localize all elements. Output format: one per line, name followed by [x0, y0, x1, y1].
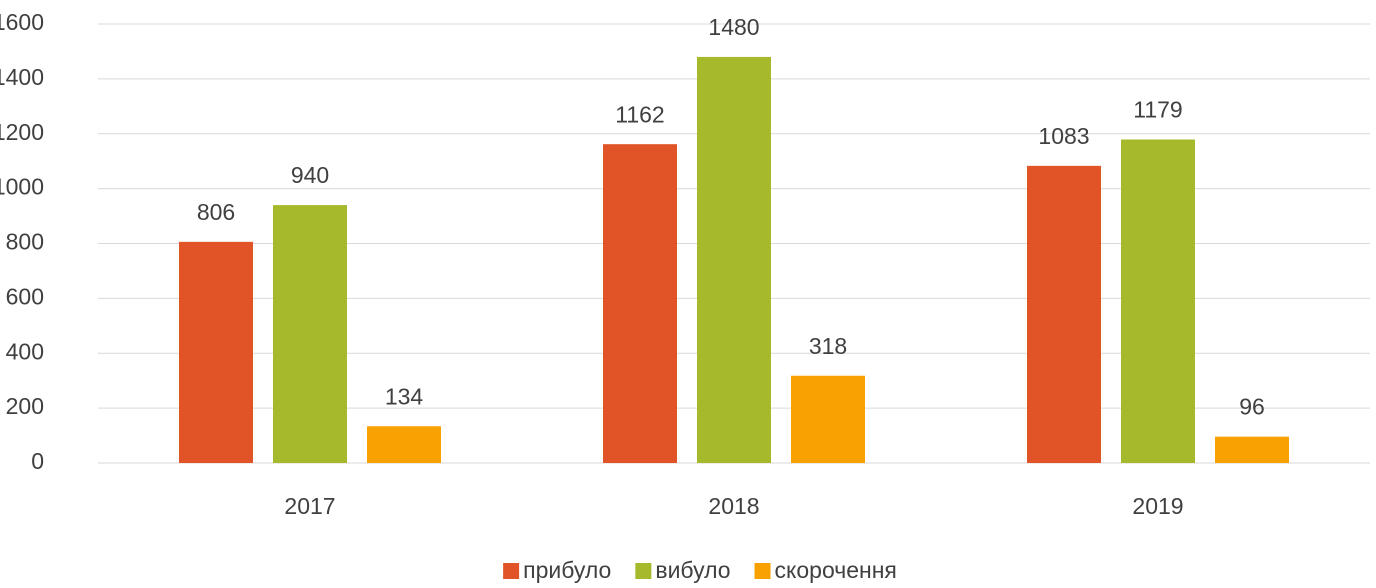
legend-swatch: [503, 563, 520, 579]
data-label: 318: [809, 333, 847, 359]
x-tick-label: 2018: [708, 493, 759, 519]
y-tick-label: 400: [6, 338, 44, 364]
y-tick-label: 1400: [0, 64, 44, 90]
data-label: 1480: [708, 14, 759, 40]
data-label: 96: [1239, 394, 1265, 420]
y-tick-label: 200: [6, 393, 44, 419]
bar: [1215, 436, 1289, 463]
data-label: 1179: [1133, 97, 1182, 123]
x-tick-label: 2019: [1132, 493, 1183, 519]
data-label: 1083: [1038, 123, 1089, 149]
bar: [791, 375, 865, 463]
legend-label: прибуло: [523, 557, 611, 583]
legend-swatch: [635, 563, 652, 579]
bar: [1121, 139, 1195, 463]
y-tick-label: 1600: [0, 9, 44, 35]
bar: [697, 56, 771, 464]
y-tick-label: 800: [6, 229, 44, 255]
legend-label: вибуло: [655, 557, 730, 583]
y-tick-label: 1200: [0, 119, 44, 145]
legend-swatch: [754, 563, 771, 579]
y-tick-label: 0: [31, 448, 44, 474]
bar: [273, 205, 347, 463]
bar: [367, 426, 441, 463]
bar: [179, 241, 253, 463]
y-tick-label: 600: [6, 283, 44, 309]
legend-label: скорочення: [775, 557, 897, 583]
x-tick-label: 2017: [284, 493, 335, 519]
data-label: 134: [385, 383, 424, 409]
data-label: 940: [291, 162, 329, 188]
bar: [603, 144, 677, 463]
data-label: 1162: [615, 101, 664, 127]
y-tick-label: 1000: [0, 174, 44, 200]
bar: [1027, 165, 1101, 463]
data-label: 806: [197, 199, 235, 225]
